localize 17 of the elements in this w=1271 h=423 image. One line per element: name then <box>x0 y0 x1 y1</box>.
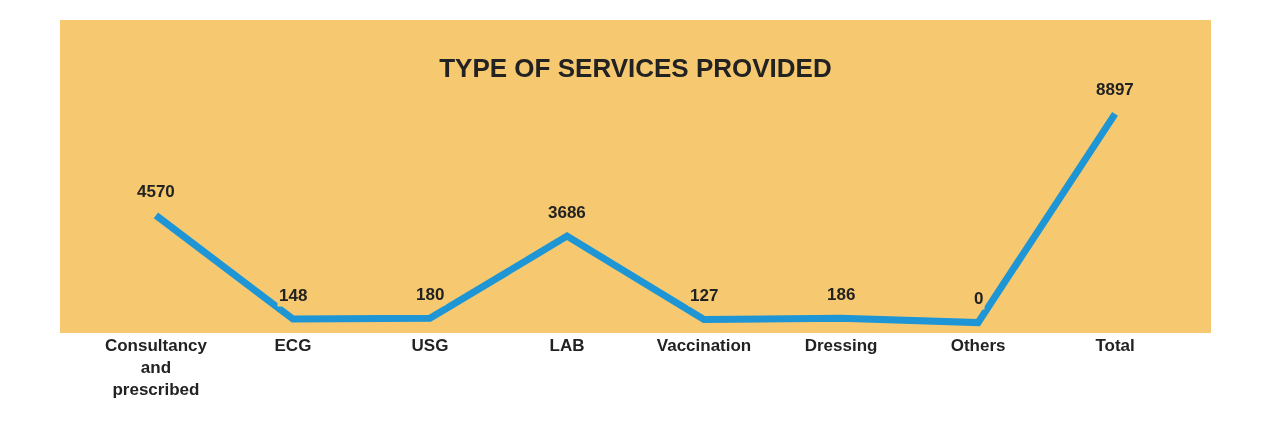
data-label: 127 <box>690 286 719 305</box>
x-tick-label: Dressing <box>804 336 878 355</box>
x-tick-label: Total <box>1095 336 1135 355</box>
chart-title: TYPE OF SERVICES PROVIDED <box>439 53 832 84</box>
data-label: 180 <box>416 285 445 304</box>
data-label: 3686 <box>548 203 586 222</box>
x-tick-label: Others <box>950 336 1006 355</box>
x-tick-label: USG <box>411 336 449 355</box>
x-tick-label: Vaccination <box>656 336 752 355</box>
data-label: 186 <box>827 285 856 304</box>
x-tick-label: Consultancy and prescribed <box>104 336 208 400</box>
data-label: 148 <box>279 286 308 305</box>
data-label: 4570 <box>137 182 175 201</box>
x-tick-label: LAB <box>549 336 585 355</box>
x-tick-label: ECG <box>274 336 312 355</box>
data-label: 8897 <box>1096 80 1134 99</box>
data-label: 0 <box>974 289 984 308</box>
